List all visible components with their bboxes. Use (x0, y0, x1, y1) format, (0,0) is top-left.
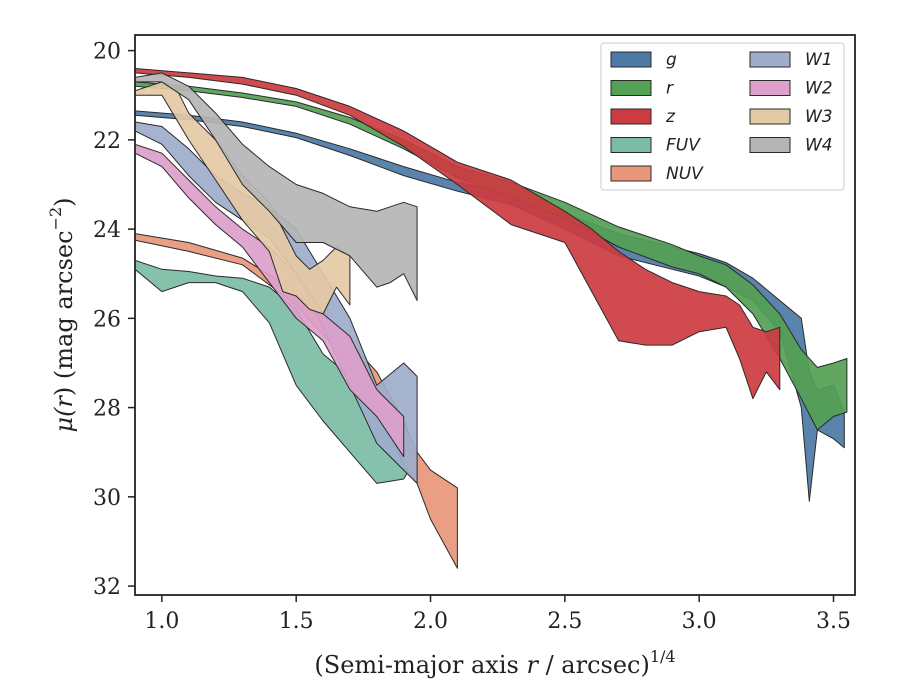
x-tick-label: 3.0 (682, 609, 717, 634)
legend-label-z: z (665, 107, 676, 127)
legend-swatch-g (610, 51, 652, 68)
legend-label-w3: W3 (805, 107, 833, 127)
legend-swatch-w3 (749, 108, 791, 125)
y-tick-label: 22 (93, 129, 121, 154)
legend-swatch-w4 (749, 137, 791, 153)
plot-frame (134, 34, 856, 596)
legend-label-w2: W2 (805, 79, 833, 99)
x-tick-label: 1.5 (279, 609, 314, 634)
y-tick-label: 30 (93, 486, 121, 511)
x-axis-label: (Semi-major axis r / arcsec)1/4 (314, 647, 675, 679)
y-tick-label: 28 (93, 397, 121, 422)
legend-swatch-w1 (749, 51, 791, 68)
x-tick-label: 3.5 (816, 609, 851, 634)
legend-box (600, 42, 845, 191)
legend-swatch-z (610, 108, 652, 125)
legend-label-nuv: NUV (666, 164, 704, 184)
y-tick-label: 32 (93, 575, 121, 600)
band-z (135, 68, 781, 400)
band-w4 (135, 72, 418, 301)
x-tick-label: 2.0 (413, 609, 448, 634)
y-tick-label: 20 (93, 40, 121, 65)
legend-swatch-r (610, 80, 652, 96)
legend-swatch-w2 (749, 80, 791, 96)
y-axis-label: μ(r) (mag arcsec−2) (46, 197, 78, 432)
legend-swatch-fuv (610, 137, 652, 153)
legend-label-r: r (666, 79, 674, 99)
band-w2 (135, 143, 405, 458)
legend-label-w4: W4 (805, 136, 833, 156)
x-tick-label: 2.5 (547, 609, 582, 634)
legend-label-g: g (666, 50, 677, 70)
legend-label-w1: W1 (805, 50, 833, 70)
legend: grz FUV NUV W1 W2 W3 W4 (600, 42, 845, 191)
x-tick-label: 1.0 (144, 609, 179, 634)
y-tick-label: 24 (93, 218, 121, 243)
y-tick-label: 26 (93, 307, 121, 332)
series-layer (135, 68, 848, 569)
legend-swatch-nuv (610, 165, 652, 182)
axis-ticks: 1.0 1.5 2.0 2.5 3.0 3.5 20 22 24 26 28 30 32 (93, 40, 851, 634)
legend-label-fuv: FUV (666, 136, 701, 156)
